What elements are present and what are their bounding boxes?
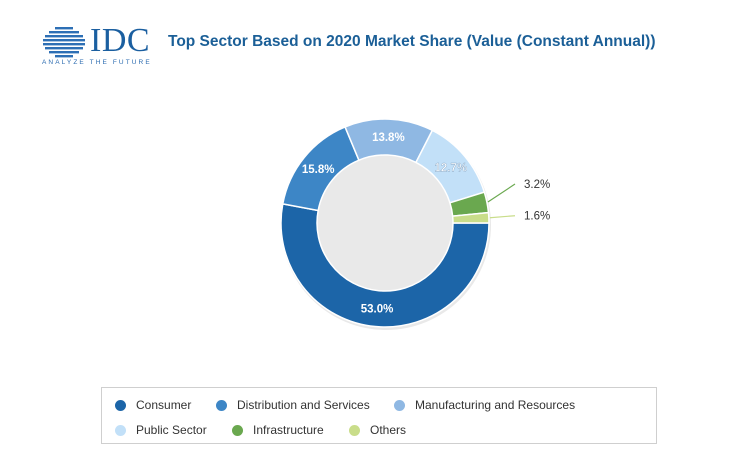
legend-marker-icon	[115, 424, 126, 436]
globe-icon	[43, 27, 85, 58]
chart-title: Top Sector Based on 2020 Market Share (V…	[168, 33, 656, 50]
data-label-consumer: 53.0%	[361, 304, 394, 316]
donut-chart: 53.0% 15.8% 13.8% 12.7% 3.2% 1.6%	[280, 118, 550, 330]
donut-slice-others[interactable]	[451, 211, 490, 224]
legend-item-consumer[interactable]: Consumer	[115, 398, 191, 412]
idc-logo: IDC ANALYZE THE FUTURE	[41, 22, 159, 67]
data-label-manufacturing-and-resources: 13.8%	[372, 132, 405, 144]
data-label-others: 1.6%	[524, 211, 550, 223]
legend-label: Public Sector	[136, 423, 207, 437]
logo-wordmark: IDC	[90, 22, 151, 59]
legend-item-distribution-and-services[interactable]: Distribution and Services	[216, 398, 370, 412]
legend-item-others[interactable]: Others	[349, 423, 406, 437]
legend-marker-icon	[394, 399, 405, 411]
data-label-public-sector: 12.7%	[434, 163, 467, 175]
legend-marker-icon	[232, 424, 243, 436]
legend-marker-icon	[216, 399, 227, 411]
legend-marker-icon	[115, 399, 126, 411]
chart-legend: Consumer Distribution and Services Manufac…	[101, 387, 657, 444]
legend-marker-icon	[349, 424, 360, 436]
legend-label: Infrastructure	[253, 423, 324, 437]
legend-label: Manufacturing and Resources	[415, 398, 576, 412]
legend-item-infrastructure[interactable]: Infrastructure	[232, 423, 324, 437]
leader-line-infrastructure	[487, 183, 516, 203]
legend-item-public-sector[interactable]: Public Sector	[115, 423, 207, 437]
data-label-infrastructure: 3.2%	[524, 179, 550, 191]
leader-line-others	[489, 215, 516, 219]
legend-label: Consumer	[136, 398, 192, 412]
header: IDC ANALYZE THE FUTURE Top Sector Based …	[0, 0, 735, 80]
legend-item-manufacturing-and-resources[interactable]: Manufacturing and Resources	[394, 398, 575, 412]
legend-label: Others	[370, 423, 407, 437]
legend-label: Distribution and Services	[237, 398, 370, 412]
donut-slice-consumer[interactable]	[280, 202, 490, 328]
data-label-distribution-and-services: 15.8%	[302, 164, 335, 176]
logo-tagline: ANALYZE THE FUTURE	[42, 59, 152, 66]
